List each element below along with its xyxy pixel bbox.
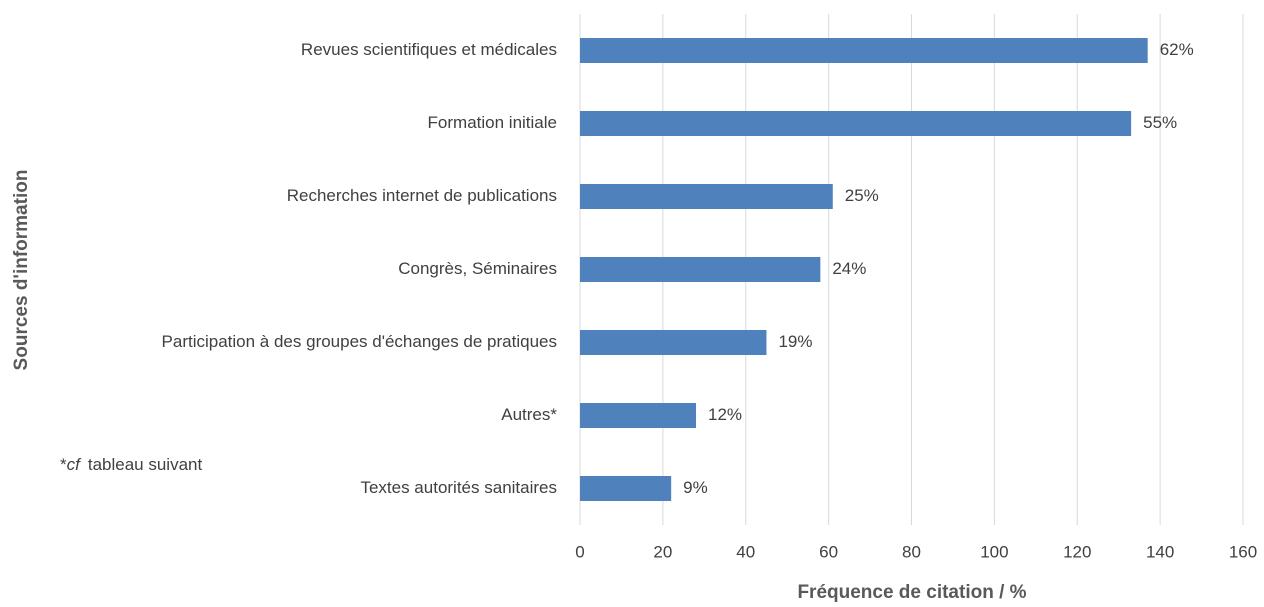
value-label: 24% [832,259,866,278]
x-tick-label: 80 [902,542,921,561]
x-tick-label: 60 [819,542,838,561]
y-axis-title: Sources d'information [11,170,32,371]
annotation-part: tableau suivant [88,455,203,474]
value-label: 19% [778,332,812,351]
value-label: 9% [683,478,708,497]
annotation: *cf tableau suivant [60,455,202,474]
x-axis-title: Fréquence de citation / % [797,582,1026,603]
bar [580,257,821,282]
y-tick-label: Autres* [501,405,557,424]
y-tick-label: Revues scientifiques et médicales [301,40,557,59]
x-tick-label: 160 [1229,542,1257,561]
bar [580,111,1132,136]
y-tick-label: Textes autorités sanitaires [360,478,557,497]
y-tick-label: Recherches internet de publications [287,186,557,205]
y-tick-label: Formation initiale [428,113,557,132]
bar [580,403,697,428]
x-tick-label: 20 [653,542,672,561]
bar [580,476,672,501]
value-label: 25% [845,186,879,205]
value-label: 55% [1143,113,1177,132]
value-label: 12% [708,405,742,424]
x-tick-label: 100 [980,542,1008,561]
value-label: 62% [1160,40,1194,59]
bar [580,184,833,209]
y-tick-label: Congrès, Séminaires [398,259,557,278]
annotation-part: cf [67,455,83,474]
bar [580,38,1148,63]
x-tick-label: 0 [575,542,584,561]
x-tick-label: 140 [1146,542,1174,561]
y-tick-label: Participation à des groupes d'échanges d… [162,332,557,351]
bar [580,330,767,355]
x-tick-label: 40 [736,542,755,561]
x-tick-label: 120 [1063,542,1091,561]
annotation-part: * [60,455,67,474]
